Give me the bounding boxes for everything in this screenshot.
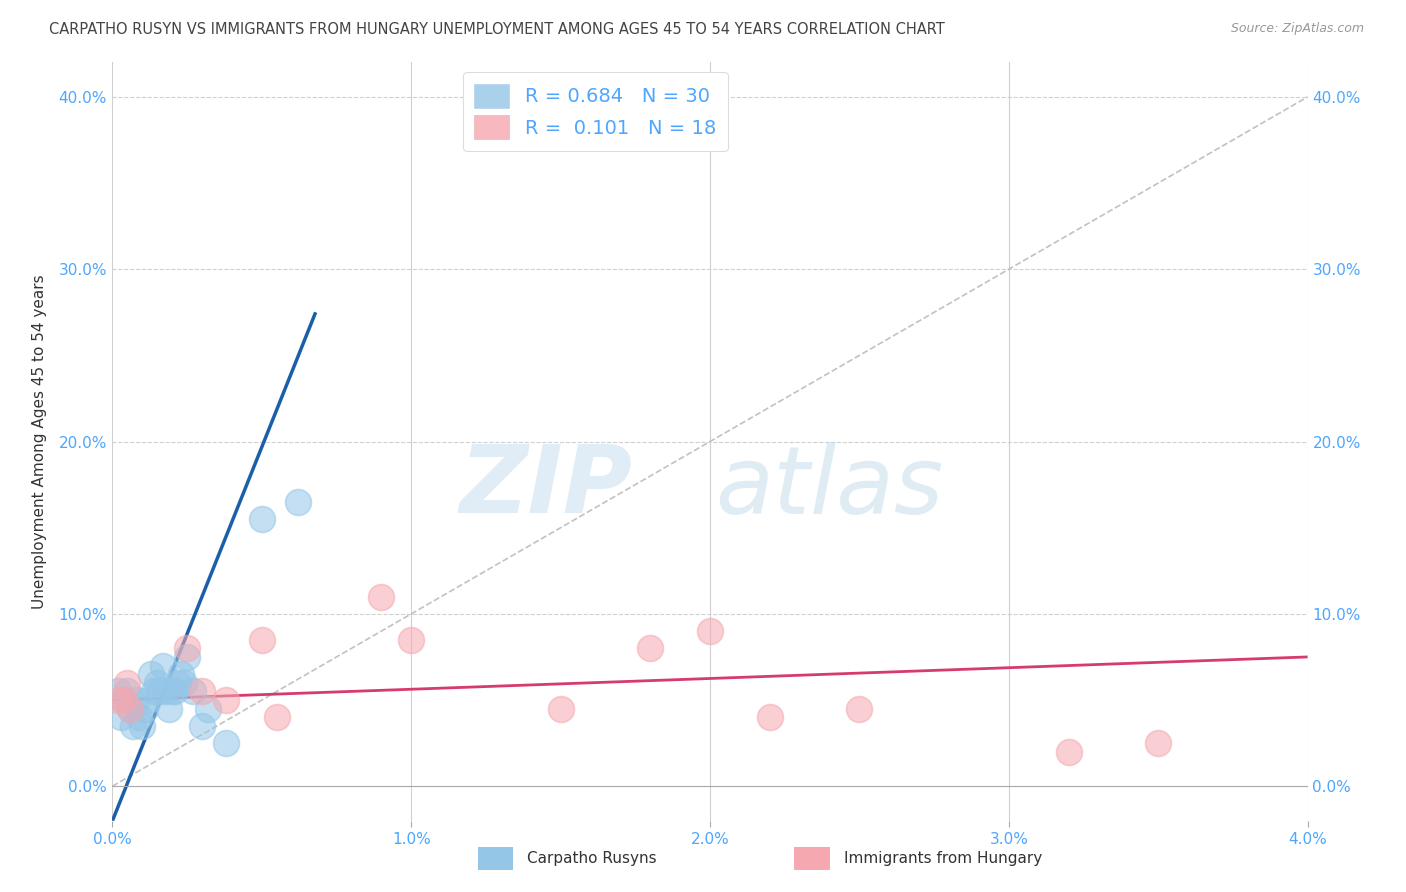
Text: Carpatho Rusyns: Carpatho Rusyns (527, 851, 657, 865)
Point (125, 693, 148, 707)
Point (152, 658, 174, 673)
Point (157, 701, 180, 715)
Point (215, 736, 238, 750)
Text: Source: ZipAtlas.com: Source: ZipAtlas.com (1230, 22, 1364, 36)
Point (138, 693, 160, 707)
Point (149, 684, 172, 698)
Point (266, 710, 288, 724)
Point (128, 710, 150, 724)
Point (401, 632, 423, 647)
Point (191, 684, 214, 698)
Point (173, 675, 195, 690)
Text: CARPATHO RUSYN VS IMMIGRANTS FROM HUNGARY UNEMPLOYMENT AMONG AGES 45 TO 54 YEARS: CARPATHO RUSYN VS IMMIGRANTS FROM HUNGAR… (49, 22, 945, 37)
Point (107, 693, 129, 707)
Point (114, 693, 135, 707)
Point (110, 710, 132, 724)
Point (167, 675, 190, 690)
Point (122, 719, 145, 733)
Point (176, 649, 198, 664)
Point (759, 710, 782, 724)
Point (155, 684, 177, 698)
Point (117, 684, 139, 698)
Point (250, 512, 273, 526)
Legend: R = 0.684   N = 30, R =  0.101   N = 18: R = 0.684 N = 30, R = 0.101 N = 18 (463, 72, 728, 151)
Point (170, 667, 193, 681)
Point (699, 624, 721, 639)
Point (134, 701, 156, 715)
Y-axis label: Unemployment Among Ages 45 to 54 years: Unemployment Among Ages 45 to 54 years (32, 274, 48, 609)
Point (550, 701, 572, 715)
Point (114, 693, 135, 707)
Point (640, 641, 662, 656)
Point (141, 667, 163, 681)
Point (1147, 736, 1170, 750)
Point (848, 701, 870, 715)
Point (146, 675, 169, 690)
Point (143, 684, 166, 698)
Point (107, 684, 129, 698)
Point (181, 684, 204, 698)
Point (215, 693, 238, 707)
Point (176, 641, 198, 656)
Point (162, 684, 183, 698)
Point (120, 701, 142, 715)
Point (370, 590, 392, 604)
Point (120, 701, 142, 715)
Text: Immigrants from Hungary: Immigrants from Hungary (844, 851, 1042, 865)
Point (131, 719, 153, 733)
Point (1057, 745, 1080, 759)
Text: ZIP: ZIP (460, 441, 633, 533)
Point (191, 719, 214, 733)
Point (287, 495, 309, 509)
Point (197, 701, 219, 715)
Point (117, 675, 139, 690)
Point (165, 684, 187, 698)
Point (250, 632, 273, 647)
Text: atlas: atlas (716, 442, 943, 533)
